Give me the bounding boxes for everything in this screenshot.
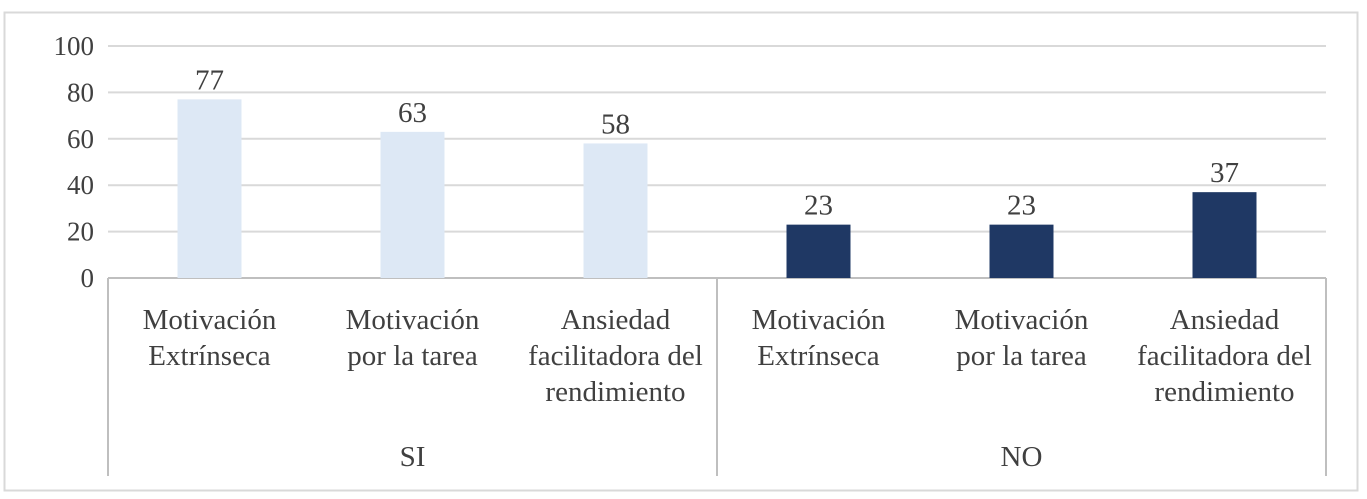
y-tick-label: 0 <box>81 263 95 293</box>
data-label: 63 <box>398 97 427 129</box>
category-label: Motivación <box>346 304 480 336</box>
category-label: por la tarea <box>956 340 1087 372</box>
bar-no-3 <box>1192 192 1257 278</box>
data-label: 77 <box>195 64 224 96</box>
data-label: 23 <box>1007 190 1036 222</box>
data-label: 23 <box>804 190 833 222</box>
y-tick-label: 20 <box>67 217 94 247</box>
category-label: Ansiedad <box>1170 304 1280 336</box>
y-tick-label: 100 <box>54 31 95 61</box>
data-label: 58 <box>601 108 630 140</box>
x-axis: Motivación Extrínseca Motivación por la tar… <box>143 304 1312 473</box>
category-label: facilitadora del <box>1137 340 1312 372</box>
y-axis: 0 20 40 60 80 100 <box>54 31 95 293</box>
category-label: Extrínseca <box>757 340 880 372</box>
category-label: facilitadora del <box>528 340 703 372</box>
category-label: Motivación <box>143 304 277 336</box>
gridlines <box>107 45 1327 476</box>
bar-no-2 <box>989 224 1054 278</box>
category-label: Motivación <box>752 304 886 336</box>
category-label: rendimiento <box>1154 376 1294 408</box>
category-label: rendimiento <box>545 376 685 408</box>
category-label: por la tarea <box>347 340 478 372</box>
y-tick-label: 60 <box>67 124 94 154</box>
bars <box>177 99 1257 278</box>
bar-si-1 <box>177 99 242 278</box>
bar-si-2 <box>380 131 445 278</box>
bar-si-3 <box>583 143 648 278</box>
category-label: Motivación <box>955 304 1089 336</box>
y-tick-label: 40 <box>67 170 94 200</box>
group-label-si: SI <box>400 441 426 473</box>
group-label-no: NO <box>1001 441 1043 473</box>
category-label: Extrínseca <box>148 340 271 372</box>
data-label: 37 <box>1210 157 1239 189</box>
bar-no-1 <box>786 224 851 278</box>
y-tick-label: 80 <box>67 77 94 107</box>
data-labels: 77 63 58 23 23 37 <box>195 64 1239 221</box>
category-label: Ansiedad <box>561 304 671 336</box>
